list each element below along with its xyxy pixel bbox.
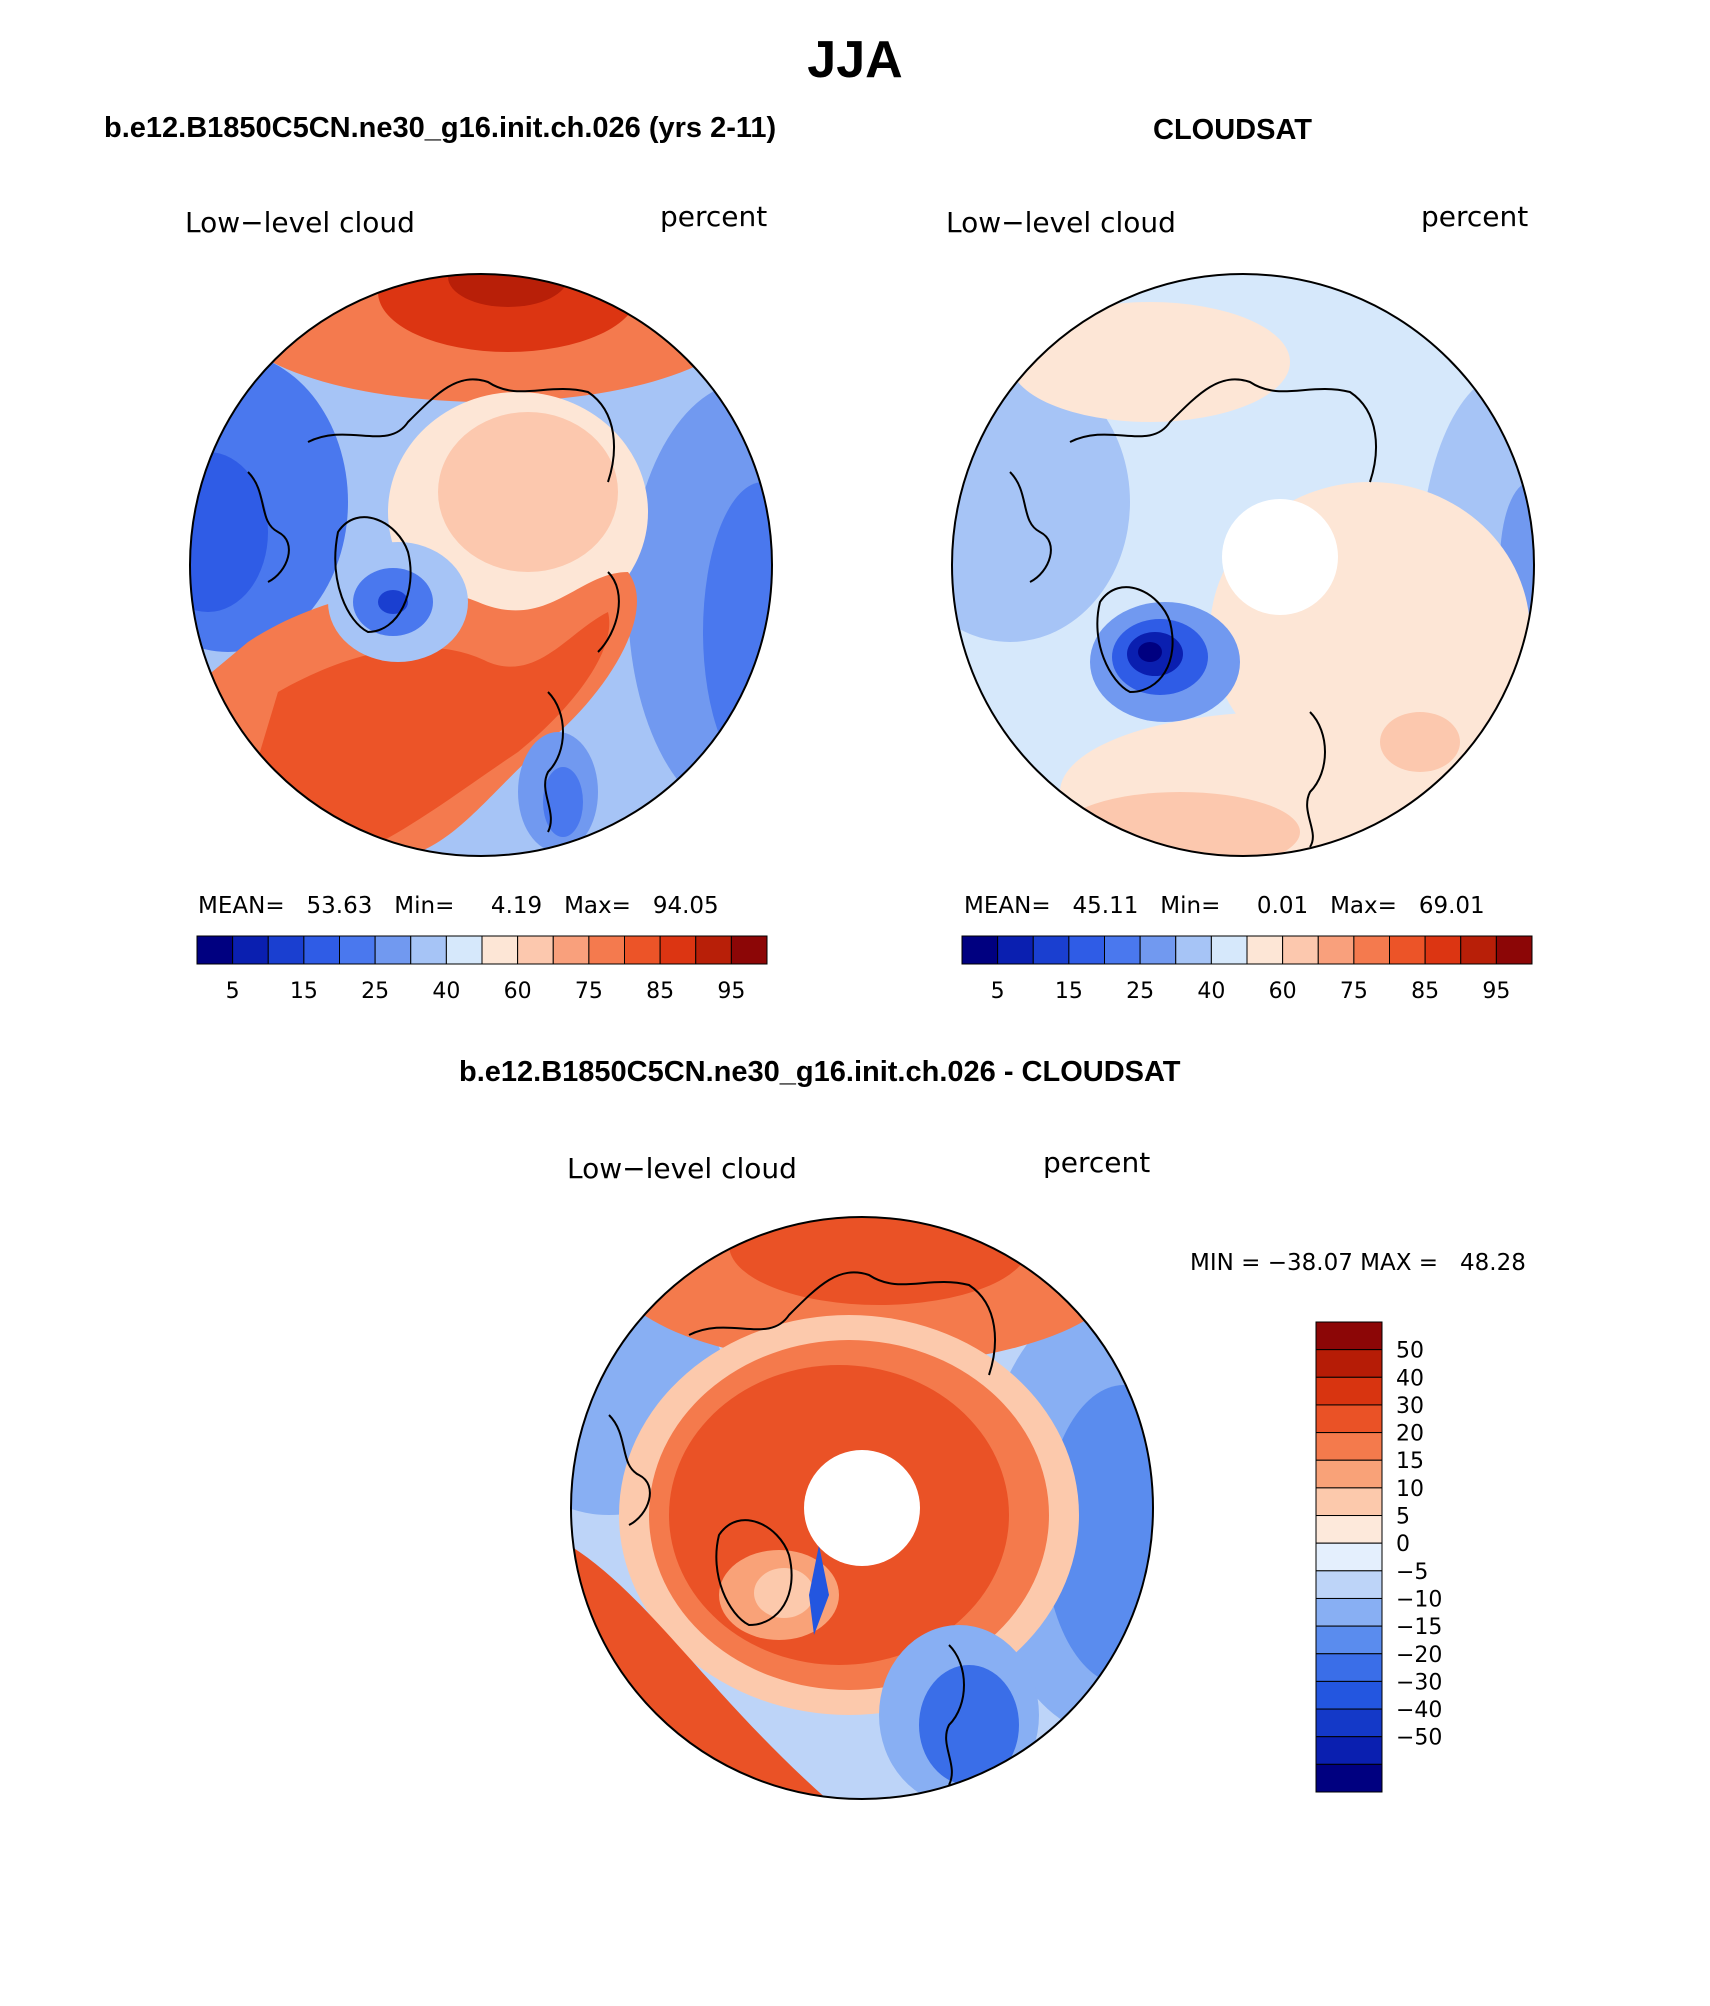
colorbar-swatch <box>659 935 697 965</box>
colorbar-tick-label: 85 <box>1411 979 1439 1004</box>
panel1-colorbar: 5 15 25 40 60 75 85 95 <box>196 935 768 1004</box>
colorbar-swatch <box>410 935 447 965</box>
colorbar-tick-label: 5 <box>1396 1505 1410 1530</box>
colorbar-tick-label: 15 <box>1396 1449 1424 1474</box>
colorbar-swatch <box>1315 1515 1383 1544</box>
colorbar-swatch <box>1315 1680 1383 1710</box>
colorbar-swatch <box>961 935 999 965</box>
colorbar-swatch <box>374 935 412 965</box>
colorbar-tick-label: −30 <box>1396 1670 1442 1695</box>
colorbar-swatch <box>730 935 768 965</box>
colorbar-tick-label: 85 <box>646 979 674 1004</box>
colorbar-swatch <box>1175 935 1212 965</box>
colorbar-swatch <box>552 935 590 965</box>
panel2-polar-map <box>951 273 1535 857</box>
colorbar-tick-label: 0 <box>1396 1532 1410 1557</box>
panel3-stats: MIN = −38.07 MAX = 48.28 <box>1190 1250 1526 1276</box>
panel1-stats: MEAN= 53.63 Min= 4.19 Max= 94.05 <box>198 893 719 919</box>
colorbar-swatch <box>1315 1487 1383 1517</box>
panel3-polar-map <box>570 1216 1154 1800</box>
colorbar-swatch <box>1315 1404 1383 1434</box>
colorbar-tick-label: −20 <box>1396 1643 1442 1668</box>
colorbar-swatch <box>1068 935 1105 965</box>
colorbar-swatch <box>1495 935 1533 965</box>
colorbar-swatch <box>1104 935 1141 965</box>
panel1-case-title: b.e12.B1850C5CN.ne30_g16.init.ch.026 (yr… <box>104 112 777 144</box>
colorbar-swatch <box>1315 1736 1383 1765</box>
colorbar-swatch <box>1282 935 1319 965</box>
colorbar-swatch <box>1424 935 1462 965</box>
panel2-case-title: CLOUDSAT <box>1153 114 1312 146</box>
colorbar-swatch <box>196 935 234 965</box>
colorbar-tick-label: −50 <box>1396 1726 1442 1751</box>
colorbar-swatch <box>695 935 732 965</box>
colorbar-tick-label: −15 <box>1396 1615 1442 1640</box>
colorbar-tick-label: 40 <box>1396 1366 1424 1391</box>
colorbar-swatch <box>1315 1570 1383 1599</box>
figure-title: JJA <box>807 31 903 89</box>
colorbar-swatch <box>1353 935 1390 965</box>
colorbar-tick-label: 20 <box>1396 1422 1424 1447</box>
colorbar-swatch <box>1315 1653 1383 1682</box>
colorbar-tick-label: 60 <box>504 979 532 1004</box>
panel2-colorbar: 5 15 25 40 60 75 85 95 <box>961 935 1533 1004</box>
colorbar-swatch <box>1315 1625 1383 1655</box>
colorbar-tick-label: −40 <box>1396 1698 1442 1723</box>
colorbar-swatch <box>1139 935 1177 965</box>
colorbar-tick-label: 5 <box>226 979 240 1004</box>
colorbar-tick-label: 40 <box>432 979 460 1004</box>
panel3-variable-label: Low−level cloud <box>567 1152 797 1185</box>
colorbar-tick-label: 5 <box>991 979 1005 1004</box>
colorbar-tick-label: 15 <box>1055 979 1083 1004</box>
colorbar-swatch <box>1315 1763 1383 1793</box>
colorbar-tick-label: 95 <box>717 979 745 1004</box>
colorbar-swatch <box>1315 1542 1383 1572</box>
panel3-case-title: b.e12.B1850C5CN.ne30_g16.init.ch.026 - C… <box>459 1056 1181 1088</box>
panel3-units-label: percent <box>1043 1146 1151 1179</box>
colorbar-tick-label: 95 <box>1482 979 1510 1004</box>
colorbar-swatch <box>1032 935 1070 965</box>
colorbar-swatch <box>1246 935 1284 965</box>
colorbar-tick-label: 25 <box>1126 979 1154 1004</box>
colorbar-swatch <box>1315 1708 1383 1738</box>
colorbar-swatch <box>267 935 305 965</box>
panel1-variable-label: Low−level cloud <box>185 206 415 239</box>
colorbar-swatch <box>1389 935 1426 965</box>
colorbar-swatch <box>1460 935 1497 965</box>
colorbar-tick-label: 15 <box>290 979 318 1004</box>
colorbar-tick-label: −5 <box>1396 1560 1428 1585</box>
panel2-variable-label: Low−level cloud <box>946 206 1176 239</box>
colorbar-swatch <box>997 935 1034 965</box>
colorbar-tick-label: 50 <box>1396 1339 1424 1364</box>
panel2-units-label: percent <box>1421 200 1529 233</box>
colorbar-swatch <box>624 935 661 965</box>
colorbar-swatch <box>1317 935 1355 965</box>
colorbar-tick-label: 10 <box>1396 1477 1424 1502</box>
colorbar-tick-label: 60 <box>1269 979 1297 1004</box>
colorbar-swatch <box>481 935 519 965</box>
colorbar-tick-label: 75 <box>575 979 603 1004</box>
colorbar-swatch <box>445 935 483 965</box>
colorbar-swatch <box>303 935 340 965</box>
colorbar-swatch <box>1315 1321 1383 1351</box>
colorbar-swatch <box>232 935 269 965</box>
panel1-polar-map <box>189 273 773 857</box>
colorbar-swatch <box>1315 1349 1383 1378</box>
colorbar-swatch <box>588 935 625 965</box>
colorbar-swatch <box>1315 1597 1383 1627</box>
colorbar-tick-label: 40 <box>1197 979 1225 1004</box>
panel2-stats: MEAN= 45.11 Min= 0.01 Max= 69.01 <box>964 893 1485 919</box>
colorbar-swatch <box>517 935 554 965</box>
colorbar-swatch <box>1315 1376 1383 1406</box>
colorbar-tick-label: 75 <box>1340 979 1368 1004</box>
colorbar-tick-label: 30 <box>1396 1394 1424 1419</box>
colorbar-swatch <box>1315 1459 1383 1489</box>
panel1-units-label: percent <box>660 200 768 233</box>
colorbar-swatch <box>1210 935 1248 965</box>
colorbar-swatch <box>1315 1432 1383 1461</box>
colorbar-tick-label: 25 <box>361 979 389 1004</box>
colorbar-swatch <box>339 935 376 965</box>
colorbar-tick-label: −10 <box>1396 1587 1442 1612</box>
